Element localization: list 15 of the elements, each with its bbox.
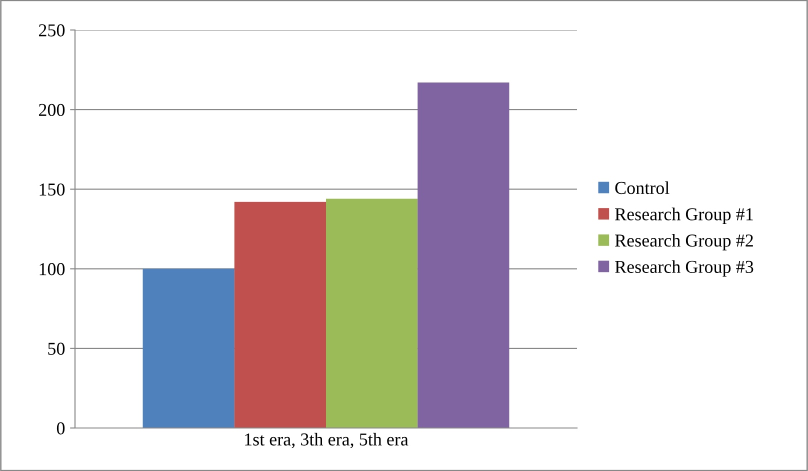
bar — [142, 268, 234, 428]
bar — [418, 82, 510, 428]
bar — [326, 198, 418, 428]
x-tick-label: 1st era, 3th era, 5th era — [245, 432, 408, 448]
legend-label: Research Group #3 — [615, 260, 754, 277]
y-tick-label: 150 — [40, 183, 65, 196]
legend-label: Control — [615, 181, 670, 194]
y-tick-label: 50 — [48, 342, 65, 355]
y-tick-label: 200 — [38, 104, 65, 116]
legend-label: Research Group #1 — [615, 208, 753, 224]
legend-label: Research Group #2 — [615, 234, 753, 250]
y-tick-label: 0 — [56, 422, 65, 434]
y-tick-label: 100 — [40, 263, 65, 276]
bar — [234, 202, 326, 428]
y-tick-label: 250 — [38, 24, 65, 36]
